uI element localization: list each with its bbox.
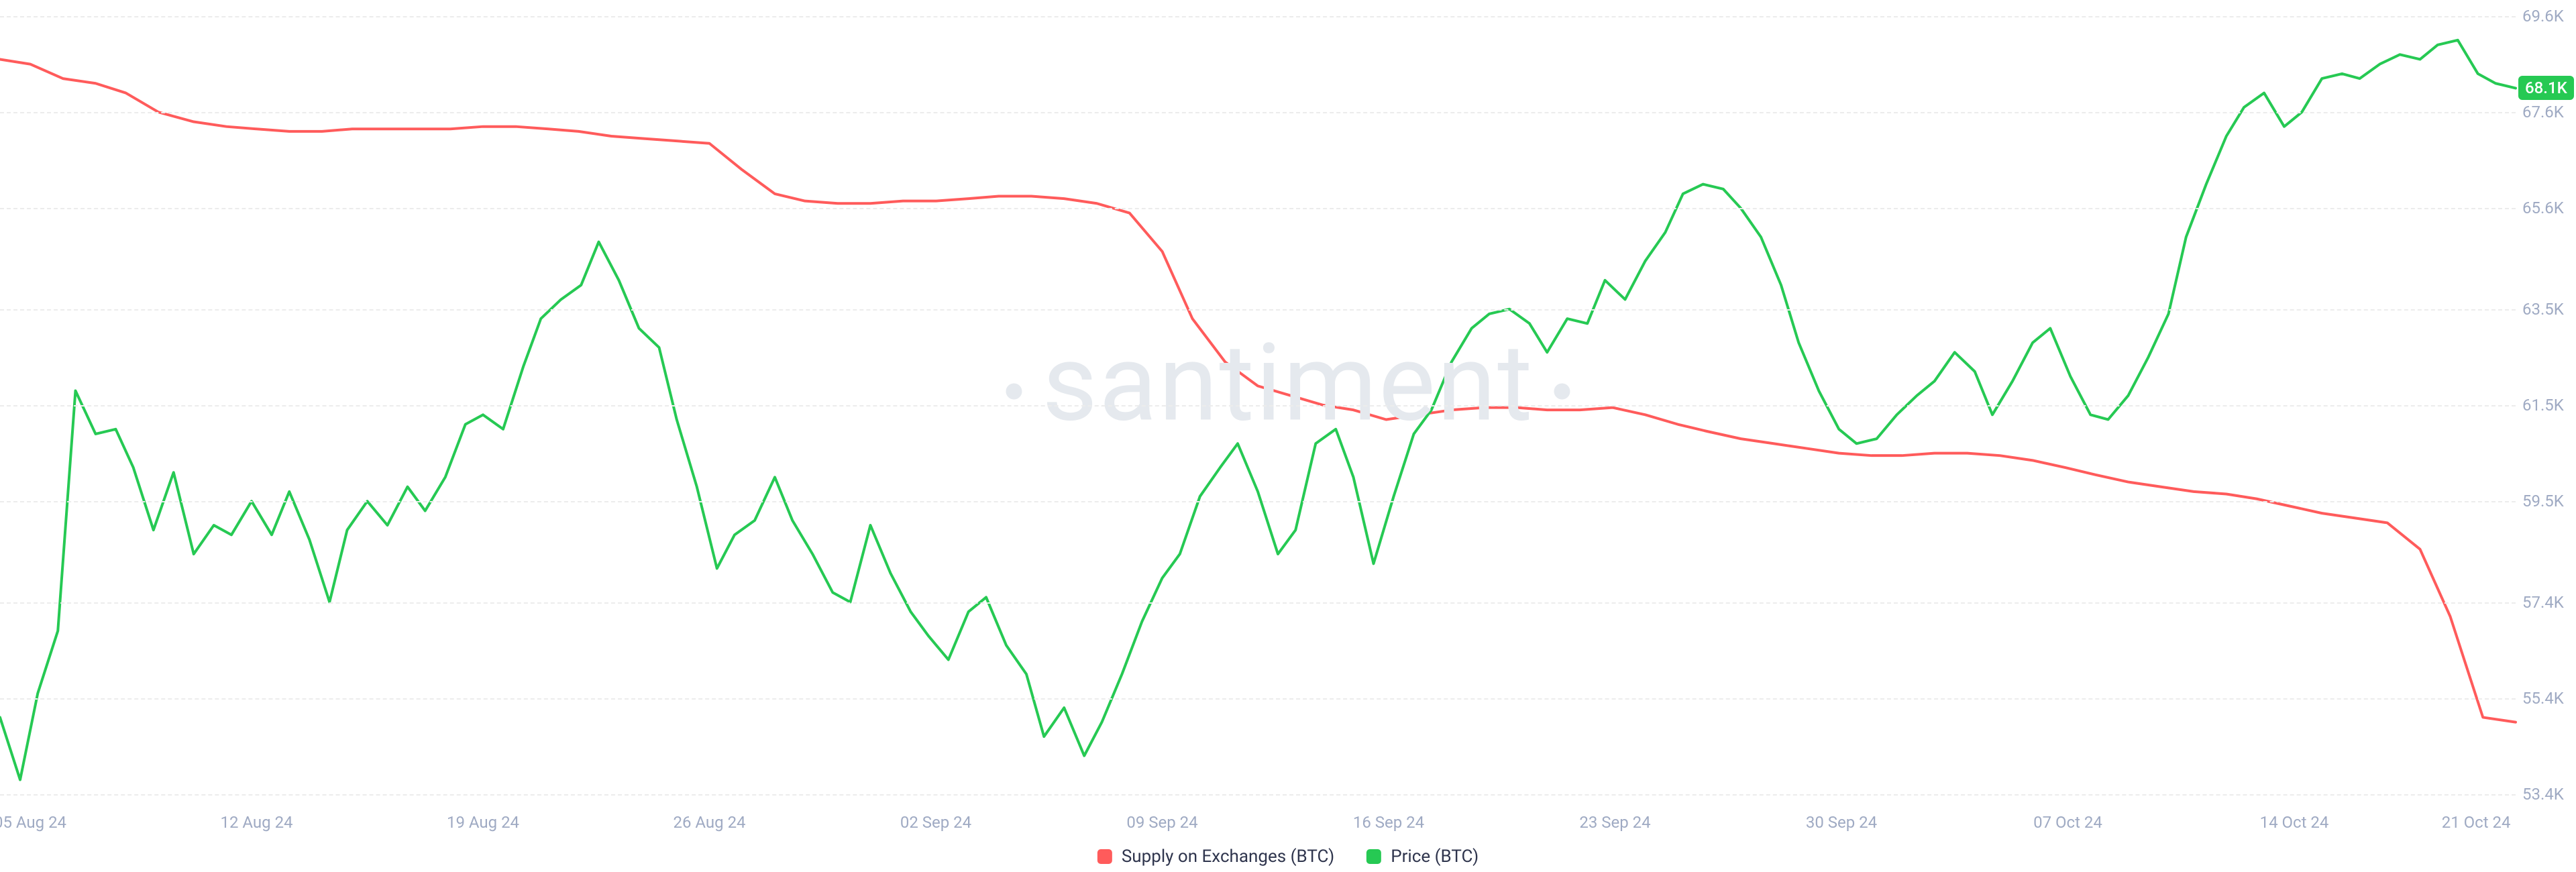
y-tick-label: 69.6K (2522, 7, 2564, 25)
y-tick-label: 67.6K (2522, 103, 2564, 121)
x-tick-label: 14 Oct 24 (2260, 813, 2329, 832)
y-tick-label: 53.4K (2522, 785, 2564, 804)
grid-line (0, 794, 2516, 796)
grid-line (0, 16, 2516, 17)
grid-line (0, 309, 2516, 311)
legend-label-supply: Supply on Exchanges (BTC) (1122, 847, 1334, 867)
legend-item-supply[interactable]: Supply on Exchanges (BTC) (1097, 847, 1334, 867)
legend: Supply on Exchanges (BTC) Price (BTC) (1097, 847, 1479, 867)
y-tick-label: 63.5K (2522, 300, 2564, 319)
grid-line (0, 602, 2516, 604)
y-tick-label: 65.6K (2522, 199, 2564, 217)
y-tick-label: 57.4K (2522, 593, 2564, 612)
legend-swatch-price (1366, 849, 1381, 864)
legend-item-price[interactable]: Price (BTC) (1366, 847, 1479, 867)
x-tick-label: 12 Aug 24 (220, 813, 292, 832)
legend-swatch-supply (1097, 849, 1112, 864)
x-tick-label: 21 Oct 24 (2442, 813, 2511, 832)
x-tick-label: 30 Sep 24 (1806, 813, 1877, 832)
series-line (0, 40, 2516, 780)
x-tick-label: 19 Aug 24 (447, 813, 519, 832)
x-tick-label: 26 Aug 24 (673, 813, 745, 832)
y-tick-label: 55.4K (2522, 689, 2564, 708)
price-badge-value: 68.1K (2525, 78, 2567, 97)
grid-line (0, 501, 2516, 502)
price-badge: 68.1K (2518, 76, 2574, 100)
grid-line (0, 208, 2516, 209)
series-line (0, 59, 2516, 722)
grid-line (0, 405, 2516, 406)
x-tick-label: 09 Sep 24 (1126, 813, 1197, 832)
x-tick-label: 05 Aug 24 (0, 813, 66, 832)
chart-container: santiment 68.1K Supply on Exchanges (BTC… (0, 0, 2576, 872)
legend-label-price: Price (BTC) (1391, 847, 1479, 867)
x-tick-label: 16 Sep 24 (1353, 813, 1424, 832)
x-tick-label: 07 Oct 24 (2033, 813, 2102, 832)
grid-line (0, 112, 2516, 113)
x-tick-label: 02 Sep 24 (900, 813, 971, 832)
y-tick-label: 59.5K (2522, 492, 2564, 510)
grid-line (0, 698, 2516, 700)
x-tick-label: 23 Sep 24 (1579, 813, 1650, 832)
y-tick-label: 61.5K (2522, 396, 2564, 415)
